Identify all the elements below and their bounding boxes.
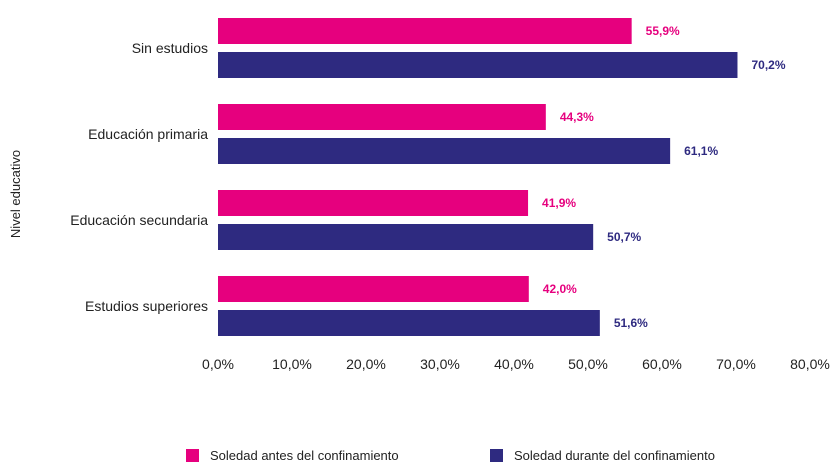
x-tick-label: 30,0% bbox=[420, 356, 460, 372]
data-label: 61,1% bbox=[684, 144, 718, 158]
legend-swatch bbox=[490, 449, 503, 462]
data-label: 51,6% bbox=[614, 316, 648, 330]
category-label: Sin estudios bbox=[132, 40, 208, 56]
bar bbox=[218, 18, 632, 44]
data-label: 42,0% bbox=[543, 282, 577, 296]
x-tick-label: 0,0% bbox=[202, 356, 234, 372]
data-label: 44,3% bbox=[560, 110, 594, 124]
legend: Soledad antes del confinamiento Soledad d… bbox=[186, 448, 715, 463]
x-tick-label: 20,0% bbox=[346, 356, 386, 372]
y-axis-title: Nivel educativo bbox=[8, 150, 23, 238]
data-labels: 55,9% 70,2% 44,3% 61,1% 41,9% 50,7% 42,0% 51,6% bbox=[542, 24, 786, 330]
x-tick-labels: 0,0% 10,0% 20,0% 30,0% 40,0% 50,0% 60,0% 70,0% 8… bbox=[202, 356, 830, 372]
category-labels: Sin estudios Educación primaria Educación … bbox=[70, 40, 208, 314]
x-tick-label: 40,0% bbox=[494, 356, 534, 372]
bar bbox=[218, 224, 594, 250]
category-label: Educación secundaria bbox=[70, 212, 208, 228]
legend-label: Soledad antes del confinamiento bbox=[210, 448, 399, 463]
x-tick-label: 80,0% bbox=[790, 356, 830, 372]
legend-swatch bbox=[186, 449, 199, 462]
bars bbox=[218, 18, 738, 336]
data-label: 41,9% bbox=[542, 196, 576, 210]
bar bbox=[218, 52, 738, 78]
legend-label: Soledad durante del confinamiento bbox=[514, 448, 715, 463]
x-tick-label: 50,0% bbox=[568, 356, 608, 372]
data-label: 50,7% bbox=[607, 230, 641, 244]
data-label: 70,2% bbox=[751, 58, 785, 72]
bar bbox=[218, 276, 529, 302]
data-label: 55,9% bbox=[646, 24, 680, 38]
bar bbox=[218, 138, 671, 164]
bar bbox=[218, 310, 600, 336]
category-label: Estudios superiores bbox=[85, 298, 208, 314]
bar bbox=[218, 104, 546, 130]
x-tick-label: 70,0% bbox=[716, 356, 756, 372]
x-tick-label: 10,0% bbox=[272, 356, 312, 372]
category-label: Educación primaria bbox=[88, 126, 208, 142]
bar bbox=[218, 190, 529, 216]
x-tick-label: 60,0% bbox=[642, 356, 682, 372]
